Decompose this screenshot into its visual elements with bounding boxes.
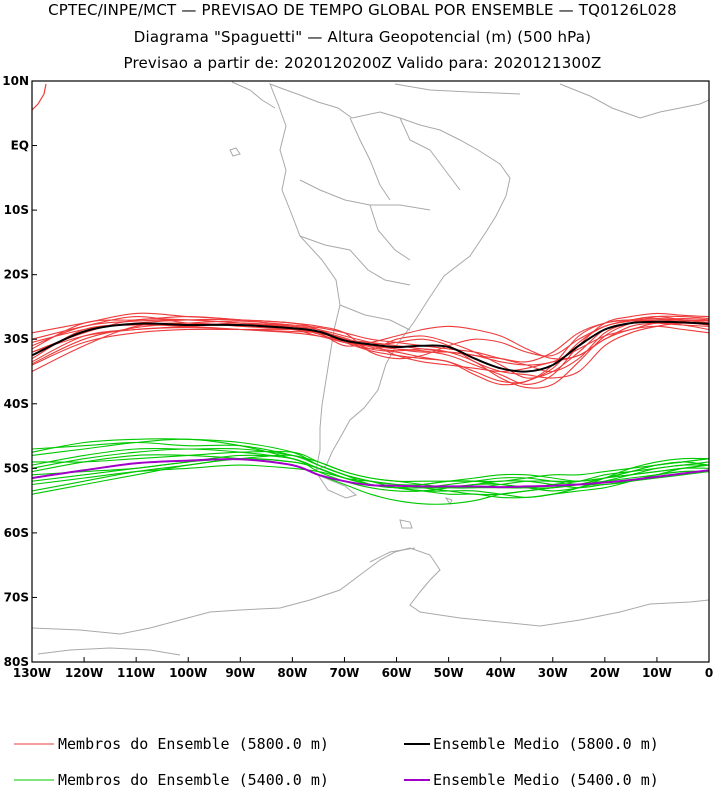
chart-title-line3: Previsao a partir de: 2020120200Z Valido… <box>123 54 602 72</box>
x-tick-label: 20W <box>590 666 620 680</box>
y-tick-label: EQ <box>11 139 29 153</box>
legend: Membros do Ensemble (5800.0 m) Ensemble M… <box>14 735 659 789</box>
y-tick-label: 30S <box>4 332 29 346</box>
legend-label: Membros do Ensemble (5800.0 m) <box>58 735 329 753</box>
y-tick-label: 70S <box>4 590 29 604</box>
y-tick-label: 80S <box>4 655 29 669</box>
y-axis: 10N EQ 10S 20S 30S 40S 50S 60S 70S 80S <box>2 74 37 669</box>
x-axis: 130W 120W 110W 100W 90W 80W 70W 60W 50W 40W 30W 20W… <box>13 657 713 680</box>
x-tick-label: 60W <box>382 666 412 680</box>
member-line-5400-10 <box>32 464 709 489</box>
chart-title-line2: Diagrama "Spaguetti" — Altura Geopotenci… <box>133 28 592 46</box>
y-tick-label: 50S <box>4 461 29 475</box>
member-line-5400-9 <box>32 438 709 499</box>
member-line-5400-11 <box>32 454 709 505</box>
x-tick-label: 50W <box>434 666 464 680</box>
plot-frame <box>31 80 710 663</box>
y-tick-label: 10S <box>4 203 29 217</box>
x-tick-label: 100W <box>169 666 207 680</box>
x-tick-label: 10W <box>642 666 672 680</box>
legend-label: Membros do Ensemble (5400.0 m) <box>58 771 329 789</box>
member-line-5400-6 <box>32 454 709 495</box>
coastline-map <box>32 81 709 656</box>
y-tick-label: 60S <box>4 526 29 540</box>
member-line-5800-9 <box>32 322 709 379</box>
x-tick-label: 130W <box>13 666 51 680</box>
member-line-5800-7 <box>32 315 709 389</box>
mean-line-5400 <box>32 458 709 489</box>
x-tick-label: 0 <box>705 666 713 680</box>
member-line-5400-12 <box>32 447 709 483</box>
y-tick-label: 40S <box>4 397 29 411</box>
x-tick-label: 80W <box>277 666 307 680</box>
x-tick-label: 120W <box>65 666 103 680</box>
legend-label: Ensemble Medio (5400.0 m) <box>433 771 659 789</box>
member-fragment-5800 <box>32 83 47 111</box>
mean-line-5800 <box>32 320 709 373</box>
x-tick-label: 40W <box>486 666 516 680</box>
x-tick-label: 110W <box>117 666 155 680</box>
x-tick-label: 70W <box>329 666 359 680</box>
y-tick-label: 20S <box>4 268 29 282</box>
legend-label: Ensemble Medio (5800.0 m) <box>433 735 659 753</box>
x-tick-label: 90W <box>225 666 255 680</box>
x-tick-label: 30W <box>538 666 568 680</box>
y-tick-label: 10N <box>2 74 29 88</box>
chart-title-line1: CPTEC/INPE/MCT — PREVISAO DE TEMPO GLOBA… <box>48 1 677 19</box>
